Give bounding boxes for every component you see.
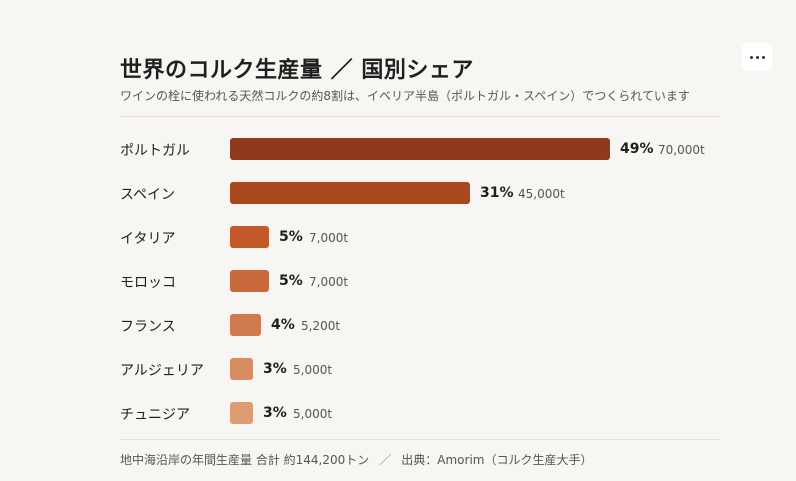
footer-total: 地中海沿岸の年間生産量 合計 約144,200トン [120, 453, 370, 467]
more-menu-button[interactable] [742, 43, 772, 71]
category-label: イタリア [120, 231, 176, 247]
bar-row: モロッコ 5% 7,000t [120, 270, 720, 292]
percent-label: 49% [620, 141, 654, 157]
divider [120, 439, 720, 440]
category-label: フランス [120, 319, 176, 335]
chart-subtitle: ワインの栓に使われる天然コルクの約8割は、イベリア半島（ポルトガル・スペイン）で… [120, 89, 690, 103]
bar-row: フランス 4% 5,200t [120, 314, 720, 336]
percent-label: 31% [480, 185, 514, 201]
bar-row: チュニジア 3% 5,000t [120, 402, 720, 424]
bar [230, 270, 269, 292]
category-label: スペイン [120, 187, 176, 203]
chart-title: 世界のコルク生産量 ／ 国別シェア [120, 58, 474, 83]
divider [120, 116, 720, 117]
bar [230, 402, 253, 424]
percent-label: 5% [279, 229, 303, 245]
category-label: モロッコ [120, 275, 176, 291]
tonnage-label: 7,000t [309, 231, 349, 245]
bar [230, 138, 610, 160]
tonnage-label: 7,000t [309, 275, 349, 289]
bar [230, 314, 261, 336]
category-label: ポルトガル [120, 143, 190, 159]
bar [230, 358, 253, 380]
bar [230, 226, 269, 248]
bar-row: アルジェリア 3% 5,000t [120, 358, 720, 380]
percent-label: 3% [263, 361, 287, 377]
tonnage-label: 70,000t [658, 143, 705, 157]
bar-row: イタリア 5% 7,000t [120, 226, 720, 248]
tonnage-label: 5,200t [301, 319, 341, 333]
tonnage-label: 5,000t [293, 407, 333, 421]
footer-source: 出典：Amorim（コルク生産大手） [401, 453, 593, 467]
bar [230, 182, 470, 204]
percent-label: 4% [271, 317, 295, 333]
bar-row: スペイン 31% 45,000t [120, 182, 720, 204]
more-horizontal-icon [749, 55, 753, 59]
category-label: チュニジア [120, 407, 190, 423]
chart-card: 世界のコルク生産量 ／ 国別シェア ワインの栓に使われる天然コルクの約8割は、イ… [120, 0, 720, 481]
chart-footer: 地中海沿岸の年間生産量 合計 約144,200トン ／ 出典：Amorim（コルク生… [120, 451, 592, 468]
footer-separator: ／ [379, 453, 392, 467]
bar-row: ポルトガル 49% 70,000t [120, 138, 720, 160]
percent-label: 5% [279, 273, 303, 289]
category-label: アルジェリア [120, 363, 204, 379]
tonnage-label: 45,000t [518, 187, 565, 201]
tonnage-label: 5,000t [293, 363, 333, 377]
percent-label: 3% [263, 405, 287, 421]
